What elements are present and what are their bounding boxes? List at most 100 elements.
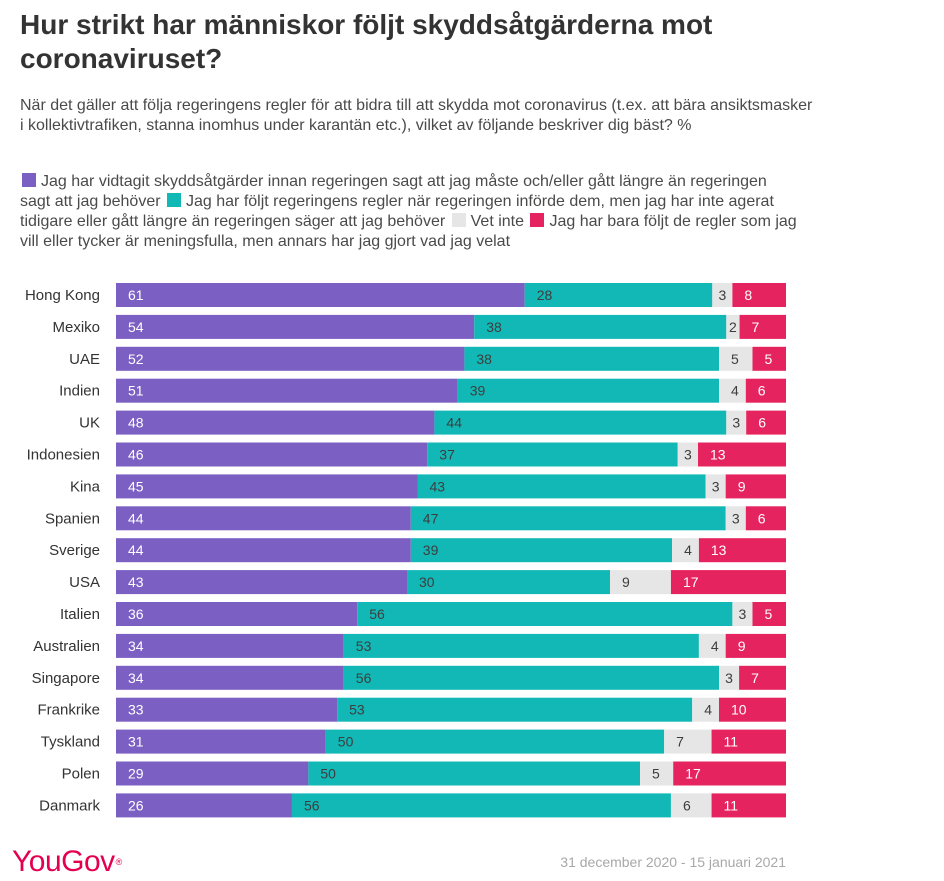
bar-segment-followed bbox=[291, 793, 671, 818]
bar-segment-own-rules bbox=[725, 633, 786, 658]
bar-row: Australien 34 53 4 9 bbox=[33, 633, 786, 658]
bar-segment-followed bbox=[410, 538, 673, 563]
bar-row: Indonesien 46 37 3 13 bbox=[27, 442, 786, 467]
bar-segment-ahead bbox=[116, 665, 344, 690]
bar-row: Italien 36 56 3 5 bbox=[60, 602, 786, 626]
bar-segment-followed bbox=[464, 346, 719, 371]
bar-segment-own-rules bbox=[711, 729, 786, 754]
legend: Jag har vidtagit skyddsåtgärder innan re… bbox=[20, 172, 800, 252]
bar-segment-followed bbox=[524, 283, 713, 307]
bar-segment-dont-know bbox=[698, 633, 726, 658]
legend-swatch bbox=[530, 213, 545, 227]
data-label: 36 bbox=[128, 606, 144, 622]
data-label: 52 bbox=[128, 351, 144, 367]
legend-label: Jag har följt regeringens regler när reg… bbox=[20, 193, 774, 230]
bar-segment-own-rules bbox=[719, 697, 786, 722]
bar-row: Hong Kong 61 28 3 8 bbox=[25, 283, 786, 307]
bar-row: Polen 29 50 5 17 bbox=[62, 761, 786, 786]
bar-segment-ahead bbox=[116, 538, 411, 563]
category-label: Italien bbox=[60, 606, 100, 623]
data-label: 11 bbox=[724, 797, 739, 813]
data-label: 3 bbox=[684, 447, 692, 463]
bar-segment-dont-know bbox=[677, 442, 699, 467]
data-label: 61 bbox=[128, 287, 144, 303]
data-label: 54 bbox=[128, 319, 144, 335]
bar-segment-ahead bbox=[116, 442, 428, 467]
data-label: 39 bbox=[423, 542, 439, 558]
data-label: 31 bbox=[128, 734, 144, 750]
bar-segment-followed bbox=[434, 410, 727, 435]
data-label: 9 bbox=[738, 638, 746, 654]
category-label: Mexiko bbox=[52, 319, 100, 336]
legend-swatch bbox=[451, 213, 466, 227]
category-label: Danmark bbox=[39, 797, 100, 814]
bar-row: Tyskland 31 50 7 11 bbox=[41, 729, 786, 754]
legend-item-ahead: Jag har vidtagit skyddsåtgärder innan re… bbox=[20, 173, 767, 210]
bar-segment-ahead bbox=[116, 314, 475, 339]
data-label: 46 bbox=[128, 447, 144, 463]
data-label: 48 bbox=[128, 415, 144, 431]
category-label: Indonesien bbox=[27, 447, 100, 464]
data-label: 33 bbox=[128, 702, 144, 718]
bar-segment-dont-know bbox=[692, 697, 719, 722]
data-label: 11 bbox=[724, 734, 739, 750]
data-label: 13 bbox=[711, 542, 727, 558]
bar-row: Indien 51 39 4 6 bbox=[59, 378, 786, 403]
bar-segment-followed bbox=[457, 378, 719, 403]
bar-segment-dont-know bbox=[719, 665, 740, 690]
data-label: 3 bbox=[718, 287, 726, 303]
legend-item-followed: Jag har följt regeringens regler när reg… bbox=[20, 193, 774, 230]
bar-segment-own-rules bbox=[698, 442, 786, 467]
data-label: 3 bbox=[725, 670, 733, 686]
bar-segment-followed bbox=[343, 633, 699, 658]
data-label: 51 bbox=[128, 383, 144, 399]
legend-swatch bbox=[22, 173, 36, 187]
data-label: 45 bbox=[128, 478, 144, 494]
data-label: 7 bbox=[752, 319, 760, 335]
data-label: 8 bbox=[744, 287, 752, 303]
bar-segment-ahead bbox=[116, 378, 458, 403]
data-label: 9 bbox=[622, 574, 630, 590]
data-label: 3 bbox=[732, 510, 740, 526]
data-label: 10 bbox=[731, 702, 747, 718]
data-label: 4 bbox=[684, 542, 692, 558]
yougov-logo: YouGov® bbox=[12, 846, 122, 878]
bar-segment-own-rules bbox=[745, 378, 786, 403]
legend-label: Jag har vidtagit skyddsåtgärder innan re… bbox=[20, 173, 767, 210]
bar-segment-dont-know bbox=[610, 570, 671, 595]
registered-mark: ® bbox=[115, 857, 123, 867]
bar-segment-followed bbox=[427, 442, 678, 467]
bar-segment-own-rules bbox=[752, 602, 786, 626]
bar-row: UAE 52 38 5 5 bbox=[69, 346, 786, 371]
bar-segment-ahead bbox=[116, 793, 292, 818]
bar-segment-ahead bbox=[116, 283, 525, 307]
data-label: 5 bbox=[765, 606, 773, 622]
bar-segment-dont-know bbox=[726, 410, 747, 435]
data-label: 30 bbox=[419, 574, 435, 590]
data-label: 4 bbox=[704, 702, 712, 718]
bar-segment-dont-know bbox=[670, 793, 712, 818]
data-label: 6 bbox=[758, 383, 766, 399]
bar-segment-followed bbox=[308, 761, 641, 786]
bar-row: Danmark 26 56 6 11 bbox=[39, 793, 786, 818]
data-label: 44 bbox=[446, 415, 462, 431]
data-label: 9 bbox=[738, 478, 746, 494]
data-label: 34 bbox=[128, 638, 144, 654]
data-label: 17 bbox=[683, 574, 699, 590]
legend-item-dont-know: Vet inte bbox=[450, 213, 524, 230]
category-label: Frankrike bbox=[37, 702, 100, 719]
data-label: 43 bbox=[430, 478, 446, 494]
bar-segment-followed bbox=[343, 665, 719, 690]
bar-segment-own-rules bbox=[745, 506, 786, 531]
category-label: Singapore bbox=[32, 670, 100, 687]
bar-segment-ahead bbox=[116, 729, 326, 754]
bar-segment-own-rules bbox=[670, 570, 786, 595]
data-label: 5 bbox=[652, 766, 660, 782]
data-label: 26 bbox=[128, 797, 144, 813]
data-label: 37 bbox=[439, 447, 455, 463]
data-label: 47 bbox=[423, 510, 439, 526]
data-label: 4 bbox=[711, 638, 719, 654]
bar-segment-own-rules bbox=[725, 474, 786, 499]
data-label: 56 bbox=[304, 797, 320, 813]
